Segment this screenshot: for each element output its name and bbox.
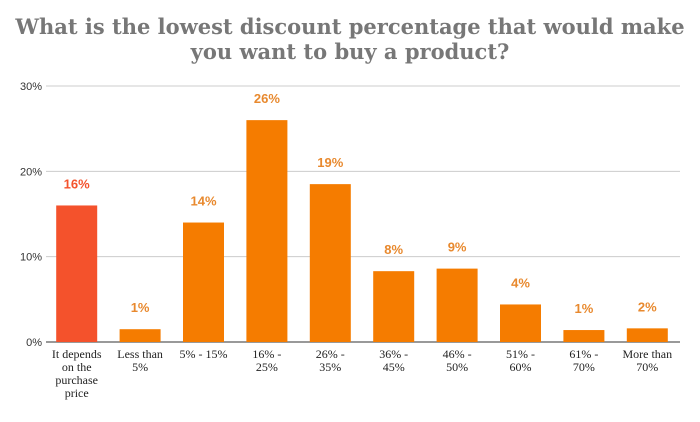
data-label: 14%	[190, 194, 216, 209]
data-label: 4%	[511, 275, 530, 290]
data-label: 2%	[638, 299, 657, 314]
chart-title: What is the lowest discount percentage t…	[15, 14, 685, 64]
bar	[309, 184, 351, 342]
bar	[500, 304, 541, 342]
x-tick-label-line: 70%	[636, 360, 658, 374]
y-tick-label: 30%	[20, 81, 42, 93]
x-tick-label-line: 46% -	[443, 347, 472, 361]
x-tick-label-line: 5% - 15%	[180, 347, 228, 361]
y-tick-label: 10%	[20, 252, 42, 264]
data-label: 1%	[131, 300, 150, 315]
x-tick-label-line: price	[65, 386, 89, 400]
x-tick-label: 61% -70%	[569, 347, 598, 374]
x-tick-label-line: purchase	[55, 373, 98, 387]
x-tick-label: 51% -60%	[506, 347, 535, 374]
bar	[119, 329, 161, 342]
y-tick-label: 0%	[26, 337, 42, 349]
data-label: 9%	[448, 240, 467, 255]
x-tick-label: 26% -35%	[316, 347, 345, 374]
data-label: 8%	[384, 242, 403, 257]
bar	[373, 271, 415, 342]
x-tick-label: More than 70%	[622, 347, 672, 374]
data-label: 19%	[317, 155, 343, 170]
x-tick-label-line: 36% -	[379, 347, 408, 361]
bar	[183, 222, 224, 342]
data-label: 26%	[254, 91, 280, 106]
x-tick-label-line: 61% -	[569, 347, 598, 361]
bar	[626, 328, 668, 342]
bar	[246, 120, 288, 342]
x-tick-label: 5% - 15%	[180, 347, 228, 361]
x-tick-label-line: on the	[62, 360, 92, 374]
x-tick-label-line: Less than	[117, 347, 163, 361]
x-tick-label: 16% -25%	[252, 347, 281, 374]
bar	[56, 205, 98, 342]
x-tick-label-line: It depends	[52, 347, 102, 361]
x-tick-label-line: More than	[622, 347, 672, 361]
x-tick-label-line: 25%	[256, 360, 278, 374]
bar	[563, 330, 605, 342]
x-tick-label-line: 51% -	[506, 347, 535, 361]
x-tick-label-line: 50%	[446, 360, 468, 374]
y-tick-label: 20%	[20, 166, 42, 178]
x-tick-label: 46% -50%	[443, 347, 472, 374]
x-tick-label-line: 60%	[510, 360, 532, 374]
data-label: 16%	[64, 176, 90, 191]
x-tick-label: Less than 5%	[117, 347, 163, 374]
bar	[436, 268, 478, 342]
x-tick-label-line: 16% -	[252, 347, 281, 361]
x-tick-label: 36% -45%	[379, 347, 408, 374]
x-tick-label: It depends on the purchase price	[52, 347, 102, 400]
x-tick-label-line: 70%	[573, 360, 595, 374]
data-label: 1%	[575, 301, 594, 316]
x-tick-label-line: 45%	[383, 360, 405, 374]
x-tick-label-line: 35%	[319, 360, 341, 374]
x-tick-label-line: 5%	[132, 360, 148, 374]
x-tick-label-line: 26% -	[316, 347, 345, 361]
